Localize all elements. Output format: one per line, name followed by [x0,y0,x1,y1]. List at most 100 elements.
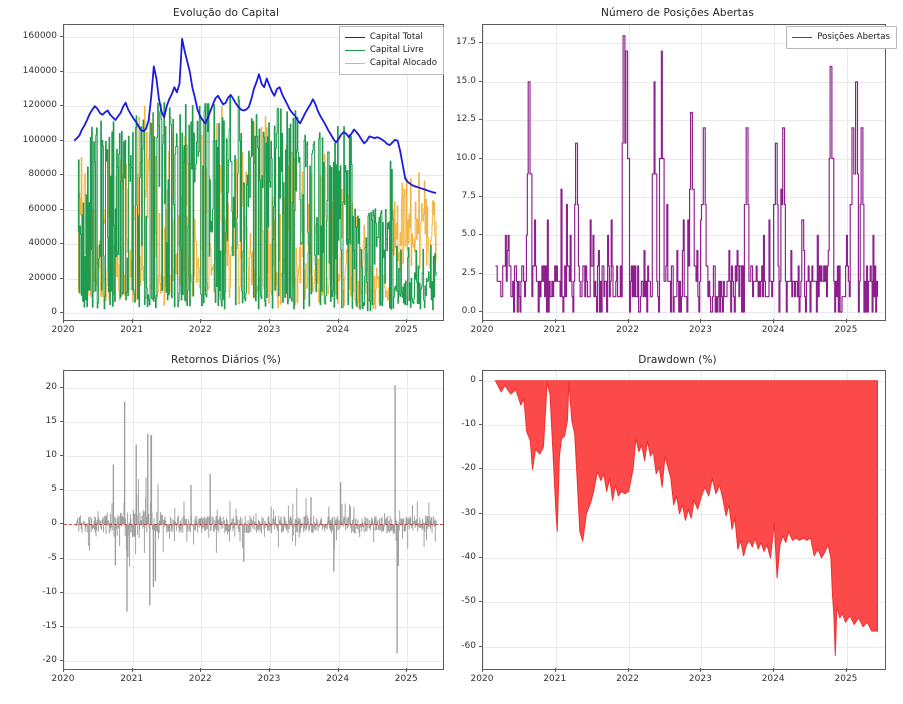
tick-mark-x [482,319,483,323]
legend-line-icon [792,37,813,39]
y-tick-label: 10 [45,450,57,461]
legend-label: Capital Livre [369,45,424,56]
zero-reference-line [64,524,443,526]
legend-line-icon [344,63,365,65]
tick-mark-y [59,208,63,210]
panel-positions-title: Número de Posições Abertas [601,7,754,19]
tick-mark-y [478,157,482,159]
tick-mark-x [200,319,202,323]
y-tick-label: 0.0 [461,306,476,317]
tick-mark-y [59,139,63,141]
gridline-vertical [846,25,848,320]
panel-positions: Número de Posições Abertas 0.0 2.5 5.0 7.5 1… [452,0,903,350]
y-tick-label: -20 [461,463,476,474]
x-tick-label: 2020 [470,674,494,684]
tick-mark-x [845,319,847,323]
chart-legend[interactable]: Posições Abertas [786,26,897,50]
tick-mark-x [200,668,202,672]
legend-line-icon [344,37,365,39]
tick-mark-y [59,489,63,491]
tick-mark-y [59,36,63,38]
x-tick-label: 2023 [688,325,712,335]
gridline-horizontal [64,456,443,458]
y-tick-label: 140000 [22,65,57,76]
legend-entry[interactable]: Capital Livre [344,44,437,57]
legend-label: Capital Alocado [369,58,437,69]
tick-mark-y [478,645,482,647]
x-tick-label: 2021 [120,674,144,684]
axes-returns [63,370,444,670]
y-tick-label: -40 [461,552,476,562]
gridline-horizontal [64,592,443,594]
tick-mark-x [700,668,702,672]
gridline-horizontal [483,312,885,314]
tick-mark-y [59,277,63,279]
tick-mark-y [478,601,482,603]
tick-mark-x [773,668,775,672]
panel-drawdown: Drawdown (%) 0 -10 -20 -30 -40 -50 -60 2020 2021… [452,350,903,704]
axes-positions [482,24,886,321]
x-tick-label: 2020 [470,325,494,335]
tick-mark-y [59,523,63,525]
panel-returns: Retornos Diários (%) -20 -15 -10 -5 0 5 10 15 20… [0,350,452,704]
y-tick-label: 0 [51,518,57,529]
y-tick-label: 20 [45,382,57,393]
y-tick-label: -30 [461,507,476,518]
tick-mark-y [59,105,63,107]
tick-mark-x [773,319,775,323]
y-tick-label: 10.0 [455,152,476,163]
gridline-vertical [338,371,340,669]
tick-mark-y [478,195,482,197]
gridline-vertical [64,371,65,669]
gridline-vertical [774,25,776,320]
gridline-vertical [64,25,65,320]
legend-entry[interactable]: Capital Total [344,31,437,44]
y-tick-label: 5.0 [461,229,476,240]
x-tick-label: 2023 [257,325,281,335]
chart-legend[interactable]: Capital Total Capital Livre Capital Alocad… [338,26,444,76]
panel-capital-title: Evolução do Capital [173,7,279,19]
x-tick-label: 2024 [326,674,350,684]
gridline-horizontal [64,106,443,108]
gridline-vertical [483,371,484,669]
y-tick-label: 15 [45,416,57,427]
gridline-horizontal [64,558,443,560]
legend-line-icon [344,50,365,52]
x-tick-label: 2024 [761,325,785,335]
x-tick-label: 2020 [51,674,75,684]
legend-entry[interactable]: Posições Abertas [792,31,890,44]
y-tick-label: -5 [48,552,57,563]
tick-mark-y [59,312,63,314]
tick-mark-y [478,557,482,558]
x-tick-label: 2021 [543,325,567,335]
panel-drawdown-title: Drawdown (%) [638,354,717,366]
y-tick-label: 80000 [28,169,57,180]
tick-mark-x [337,319,339,323]
tick-mark-y [59,625,63,627]
x-tick-label: 2021 [120,325,144,335]
y-tick-label: 0 [470,374,476,385]
y-tick-label: -10 [461,419,476,430]
tick-mark-y [478,80,482,82]
tick-mark-y [59,70,63,72]
gridline-horizontal [483,120,885,122]
tick-mark-y [478,512,482,514]
x-tick-label: 2023 [688,674,712,684]
y-tick-label: -20 [42,654,57,665]
y-tick-label: -15 [42,620,57,631]
x-tick-label: 2025 [394,325,418,335]
legend-entry[interactable]: Capital Alocado [344,57,437,70]
y-tick-label: 20000 [28,272,57,283]
tick-mark-x [627,319,629,323]
tick-mark-x [268,319,270,323]
y-tick-label: 120000 [22,100,57,111]
y-tick-label: 0 [51,307,57,318]
gridline-vertical [701,25,703,320]
tick-mark-y [59,659,63,661]
tick-mark-x [63,668,64,672]
gridline-horizontal [64,313,443,315]
tick-mark-y [59,557,63,559]
y-tick-label: 7.5 [461,190,476,201]
x-tick-label: 2024 [326,325,350,335]
gridline-vertical [628,371,630,669]
